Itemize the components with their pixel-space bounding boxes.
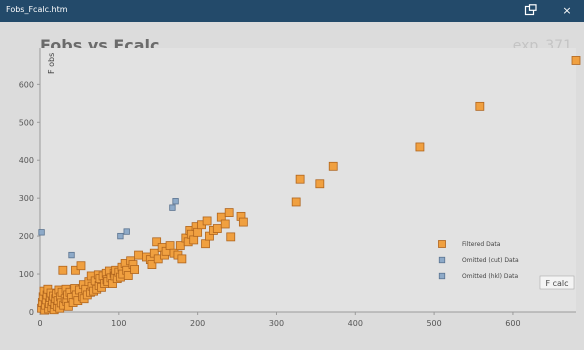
- data-point: [177, 254, 187, 264]
- legend-marker: [438, 240, 446, 248]
- data-point: [76, 261, 86, 271]
- y-tick-label: 0: [29, 308, 34, 317]
- data-point: [193, 227, 203, 237]
- popout-icon[interactable]: [524, 4, 537, 17]
- data-point: [220, 219, 230, 229]
- data-point: [226, 232, 236, 242]
- window-title: Fobs_Fcalc.htm: [6, 5, 68, 14]
- close-icon[interactable]: ×: [562, 4, 572, 17]
- legend-marker: [438, 256, 446, 264]
- legend-label: Omitted (cut) Data: [462, 257, 519, 264]
- data-point: [224, 208, 234, 217]
- data-point: [238, 217, 248, 227]
- data-point: [571, 56, 581, 65]
- data-point: [201, 239, 210, 249]
- window-titlebar: Fobs_Fcalc.htm ×: [0, 0, 584, 22]
- data-point: [169, 204, 176, 211]
- data-point: [123, 228, 130, 235]
- x-tick-label: 100: [111, 319, 126, 328]
- x-tick-label: 0: [37, 319, 42, 328]
- data-point: [147, 260, 157, 269]
- data-point: [212, 224, 222, 233]
- data-point: [152, 237, 162, 247]
- legend-marker: [438, 272, 446, 280]
- y-tick-label: 300: [19, 194, 34, 203]
- data-point: [58, 265, 68, 275]
- x-axis-label-box: [539, 275, 575, 290]
- data-point: [68, 251, 75, 259]
- x-tick-label: 500: [426, 319, 441, 328]
- x-axis-label: F calc: [545, 279, 568, 288]
- y-tick-label: 500: [19, 118, 34, 127]
- data-point: [123, 271, 133, 280]
- data-point: [189, 235, 199, 245]
- y-tick-label: 600: [19, 80, 34, 89]
- x-tick-label: 600: [505, 319, 520, 328]
- y-axis-label: F obs: [47, 53, 56, 74]
- y-tick-label: 200: [19, 232, 34, 241]
- data-point: [117, 232, 124, 240]
- scatter-plot: 0 100 200 300 400 500 600 0 100 200 300 400 500 600 F …: [19, 48, 581, 328]
- data-point: [202, 216, 212, 226]
- x-tick-label: 200: [190, 319, 205, 328]
- data-point: [295, 174, 305, 184]
- y-tick-label: 400: [19, 156, 34, 165]
- data-point: [415, 142, 425, 152]
- x-tick-label: 300: [269, 319, 284, 328]
- x-tick-label: 400: [348, 319, 363, 328]
- data-point: [172, 198, 179, 205]
- legend-label: Filtered Data: [462, 241, 501, 248]
- data-point: [291, 197, 301, 207]
- y-tick-label: 100: [19, 270, 34, 279]
- data-point: [134, 250, 143, 260]
- legend-label: Omitted (hkl) Data: [462, 273, 519, 280]
- data-point: [71, 265, 80, 275]
- data-point: [175, 241, 185, 251]
- data-point: [328, 161, 338, 171]
- data-point: [165, 241, 175, 251]
- data-point: [315, 179, 325, 189]
- data-point: [475, 101, 485, 111]
- data-point: [130, 265, 139, 274]
- data-point: [38, 229, 45, 236]
